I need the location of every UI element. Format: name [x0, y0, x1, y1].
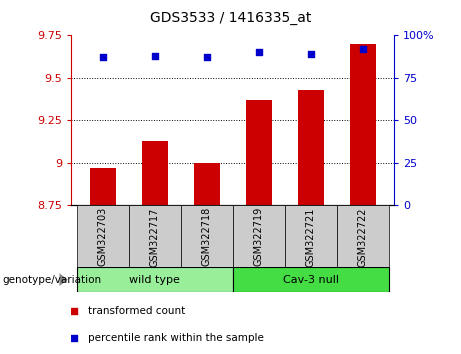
Bar — [129, 205, 181, 267]
Point — [99, 55, 106, 60]
Text: GSM322719: GSM322719 — [254, 207, 264, 267]
Point — [359, 46, 366, 52]
Bar — [90, 168, 116, 205]
Point — [151, 53, 159, 59]
Point — [71, 336, 78, 341]
Bar — [181, 205, 233, 267]
Text: GSM322721: GSM322721 — [306, 207, 316, 267]
Text: GDS3533 / 1416335_at: GDS3533 / 1416335_at — [150, 11, 311, 25]
Text: transformed count: transformed count — [88, 306, 185, 316]
Bar — [298, 90, 324, 205]
Bar — [246, 100, 272, 205]
Text: GSM322718: GSM322718 — [202, 207, 212, 267]
Text: genotype/variation: genotype/variation — [2, 275, 101, 285]
Point — [307, 51, 314, 57]
Bar — [142, 141, 168, 205]
Bar — [337, 205, 389, 267]
Text: GSM322722: GSM322722 — [358, 207, 368, 267]
Point — [71, 308, 78, 314]
Bar — [233, 205, 285, 267]
Bar — [77, 267, 233, 292]
Bar — [285, 205, 337, 267]
Text: GSM322703: GSM322703 — [98, 207, 108, 267]
Text: wild type: wild type — [129, 275, 180, 285]
Point — [255, 50, 262, 55]
Bar — [194, 163, 220, 205]
Text: GSM322717: GSM322717 — [150, 207, 160, 267]
Bar — [233, 267, 389, 292]
Bar — [350, 44, 376, 205]
Bar — [77, 205, 129, 267]
Text: percentile rank within the sample: percentile rank within the sample — [88, 333, 264, 343]
Text: Cav-3 null: Cav-3 null — [283, 275, 339, 285]
Point — [203, 55, 211, 60]
